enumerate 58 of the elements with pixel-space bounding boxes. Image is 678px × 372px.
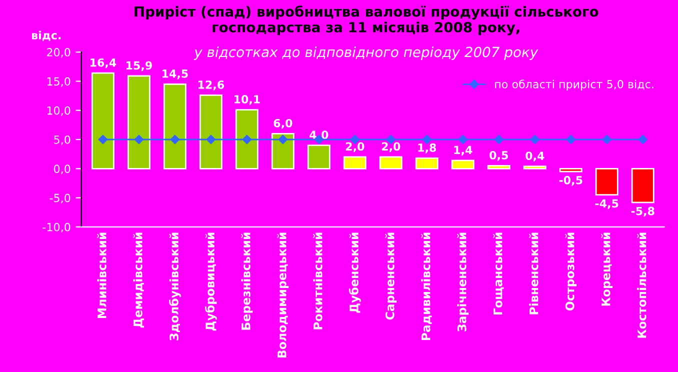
y-tick-label: 15,0: [47, 77, 70, 87]
bar: [199, 94, 222, 170]
y-tick-label: 0,0: [54, 164, 70, 174]
data-label: 2,0: [346, 142, 364, 152]
y-tick-label: 10,0: [47, 106, 70, 116]
x-tick-label: Корецький: [601, 232, 613, 306]
bar: [271, 132, 294, 170]
data-label: -5,8: [631, 206, 654, 217]
chart-title: Приріст (спад) виробництва валової продукції сільського господарства за 11 місяців 2008 року,: [134, 6, 598, 36]
x-tick-label: Здолбунівський: [168, 232, 181, 340]
x-tick-label: Березнівський: [241, 232, 253, 330]
data-label: 15,9: [126, 61, 152, 72]
legend-label: по області приріст 5,0 відс.: [495, 80, 654, 91]
bar: [379, 156, 402, 170]
x-tick-label: Демидівський: [133, 232, 144, 328]
bar: [451, 160, 474, 170]
data-label: 1,4: [454, 146, 472, 156]
bar: [307, 144, 330, 170]
bar: [163, 83, 186, 170]
data-label: 12,6: [198, 80, 224, 90]
bar: [559, 168, 582, 172]
x-tick-label: Острозький: [565, 232, 577, 311]
chart-subtitle: у відсотках до відповідного періоду 2007 року: [194, 46, 538, 60]
data-label: 14,5: [162, 70, 188, 80]
data-label: 0,5: [490, 151, 508, 161]
x-tick-label: Млинівський: [97, 232, 106, 318]
x-tick-label: Костопільський: [637, 232, 646, 338]
bar: [343, 156, 366, 170]
x-tick-label: Володимирецький: [277, 232, 289, 358]
x-tick-label: Рівненський: [529, 232, 538, 314]
bar: [127, 75, 150, 170]
bar: [487, 165, 510, 170]
data-label: 6,0: [274, 118, 292, 129]
data-label: 2,0: [382, 142, 400, 152]
x-tick-label: Радивилівський: [421, 232, 432, 340]
x-tick-label: Рокитнівський: [313, 232, 322, 330]
data-label: 1,8: [418, 143, 436, 154]
bar: [595, 168, 618, 196]
x-tick-label: Гощанський: [493, 232, 504, 315]
bar: [91, 72, 114, 170]
data-label: -0,5: [559, 176, 582, 186]
y-tick-label: 20,0: [47, 48, 70, 58]
bar: [631, 168, 654, 204]
bar: [235, 109, 258, 170]
y-tick-label: -10,0: [42, 222, 70, 232]
x-tick-label: Сарненський: [385, 232, 397, 320]
x-tick-label: Зарічненський: [457, 232, 469, 332]
data-label: 10,1: [234, 95, 260, 105]
bar: [523, 166, 546, 170]
data-label: 16,4: [90, 58, 116, 68]
y-axis-title: відс.: [32, 30, 61, 41]
y-tick-label: 5,0: [54, 135, 70, 146]
data-label: -4,5: [595, 199, 618, 210]
x-tick-label: Дубенський: [348, 232, 361, 313]
data-label: 0,4: [526, 152, 544, 162]
x-tick-label: Дубровицький: [204, 232, 217, 331]
y-tick-label: -5,0: [50, 194, 70, 204]
bar: [415, 157, 438, 170]
